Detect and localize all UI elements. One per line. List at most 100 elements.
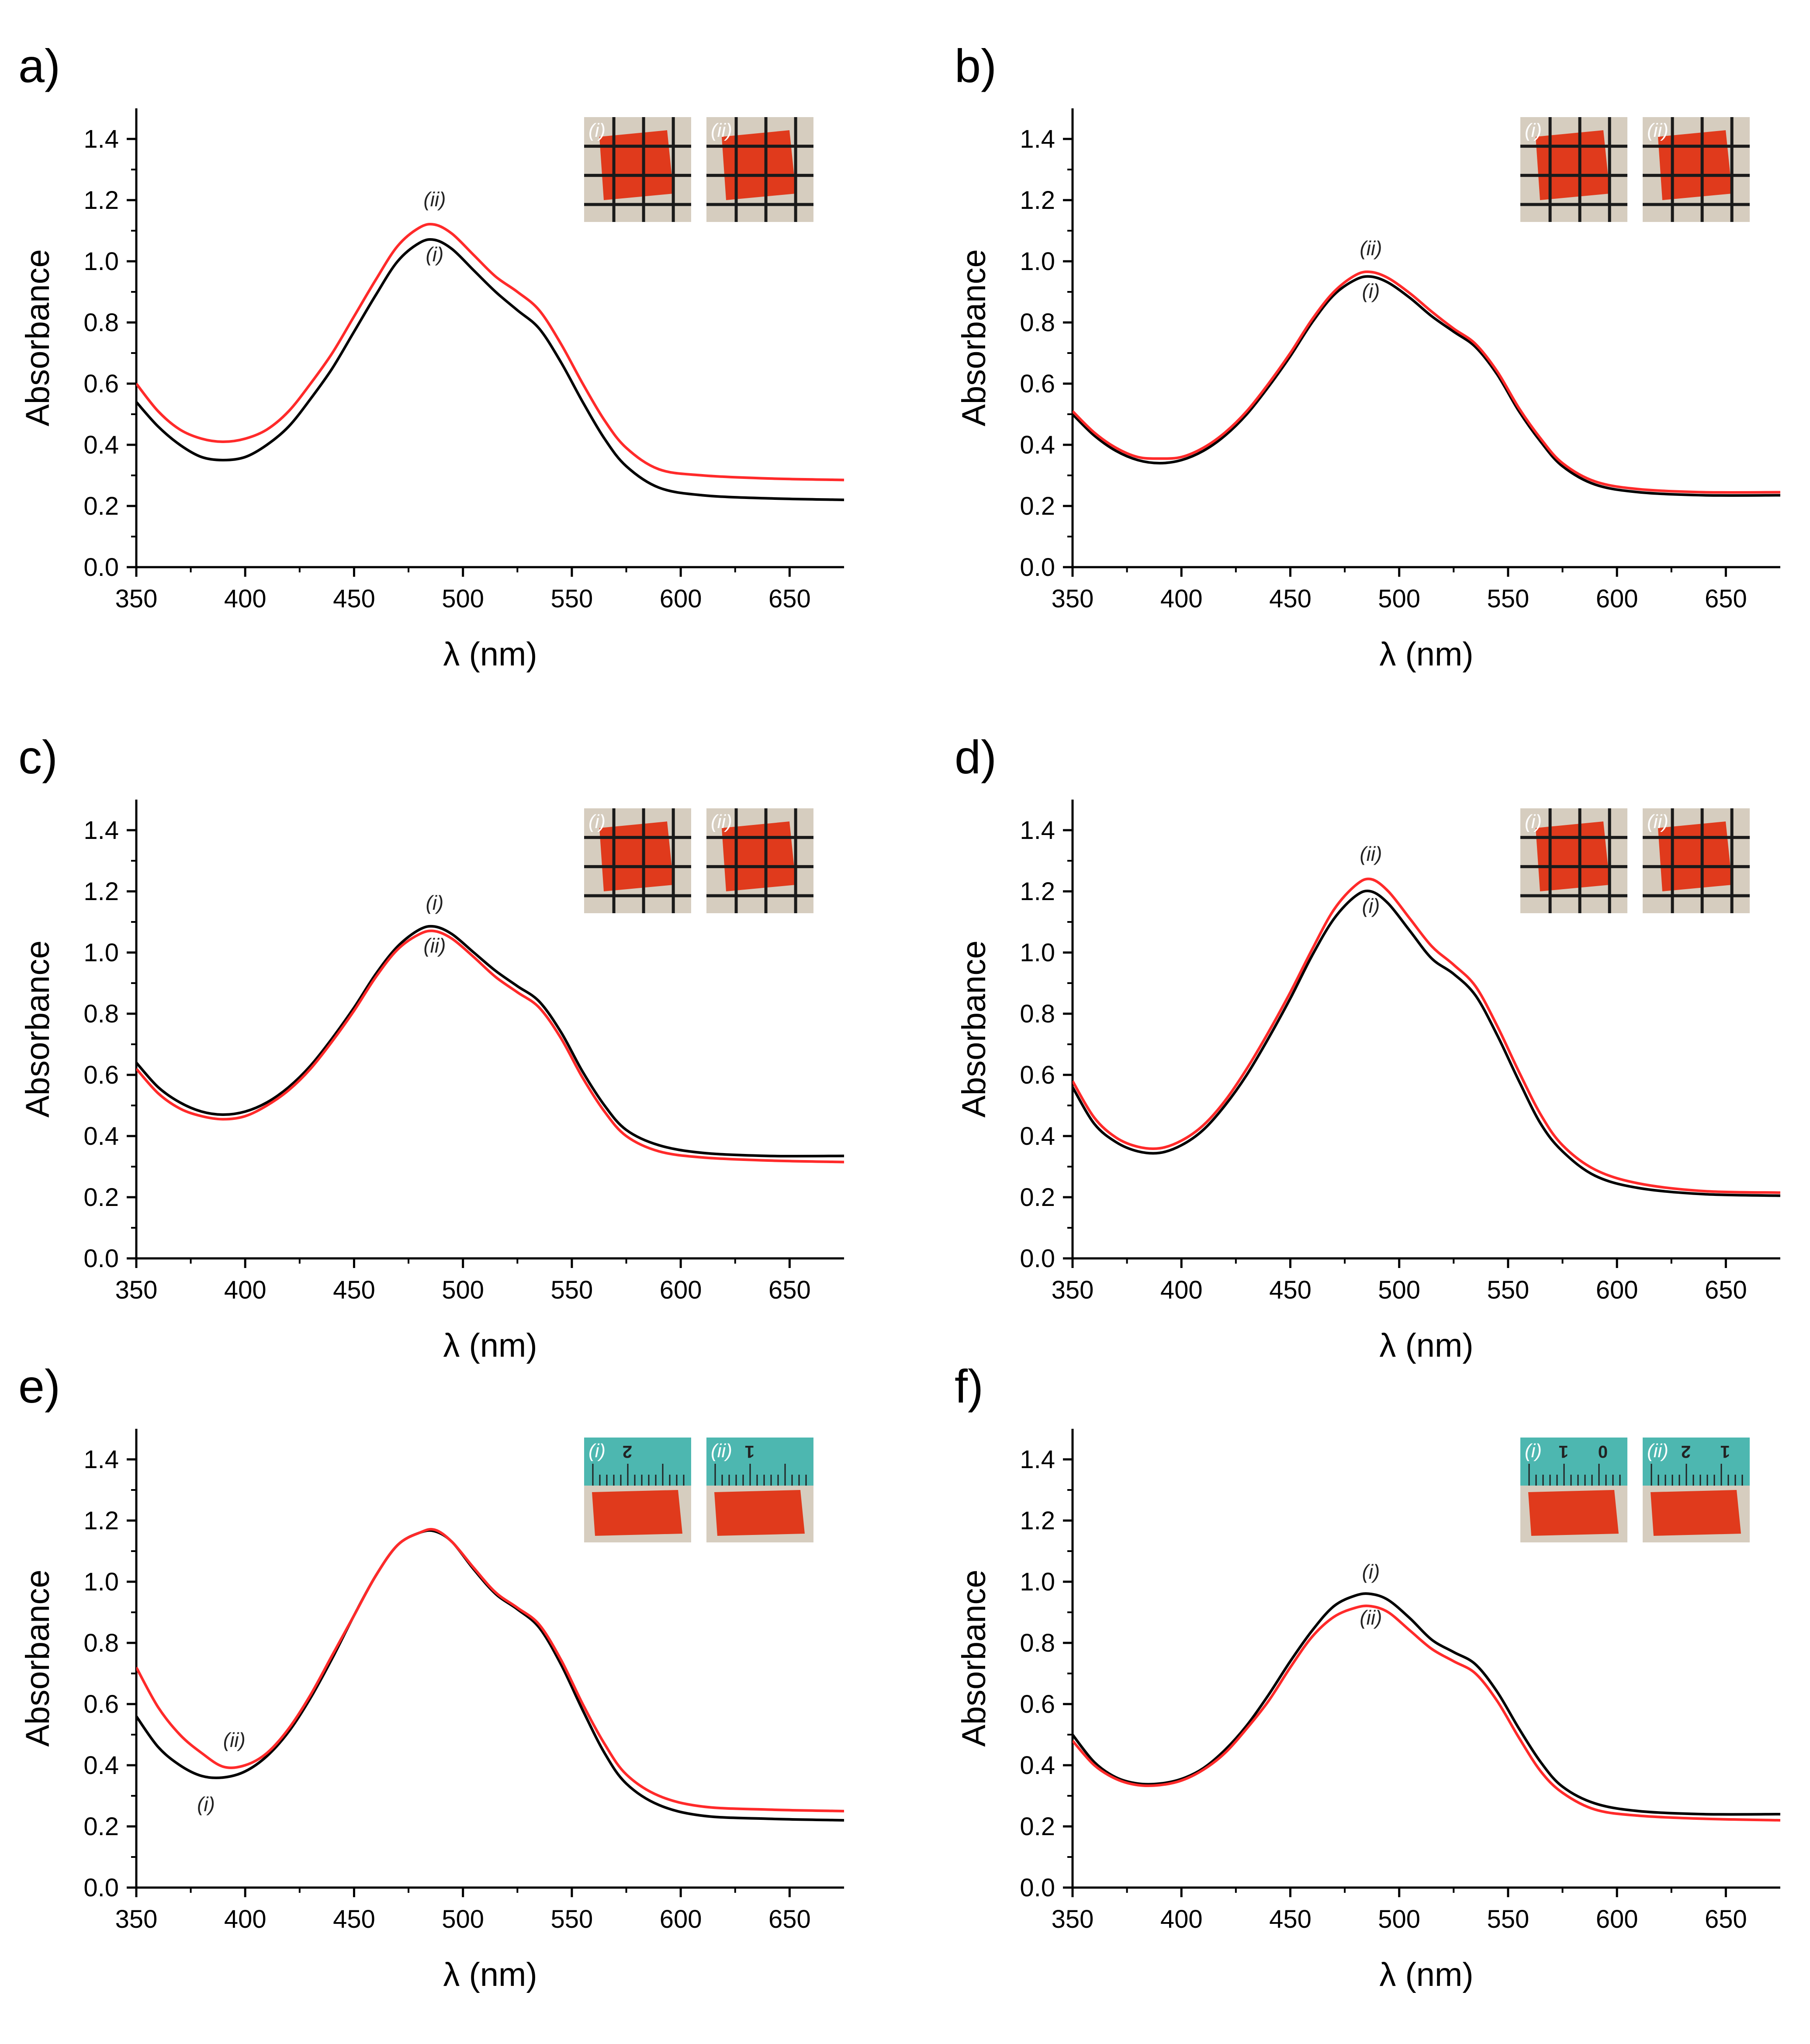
series-line-i	[1073, 889, 1780, 1197]
panel-d: d) 350 400 450 500 550 600 650 0.0 0.2 0.4 0.6 0.8 1.…	[955, 731, 1780, 1364]
y-tick-label: 0.4	[83, 431, 119, 459]
y-tick-label: 1.4	[83, 1445, 119, 1474]
series-line-ii	[1073, 270, 1780, 494]
y-tick-label: 0.8	[1020, 308, 1055, 337]
sample-photo-ii: 1 (ii)	[706, 1438, 813, 1542]
x-tick-label: 400	[1160, 1905, 1203, 1933]
x-tick-label: 400	[224, 1905, 266, 1933]
x-axis-label: λ (nm)	[1379, 1327, 1473, 1364]
curve-annotation: (ii)	[1360, 842, 1382, 865]
sample-photo-i: (i)	[584, 117, 691, 222]
y-tick-label: 1.2	[83, 1507, 119, 1535]
x-tick-label: 600	[1596, 1905, 1638, 1933]
photo-label: (i)	[1525, 120, 1542, 141]
curve-annotation: (ii)	[223, 1729, 246, 1751]
y-tick-label: 1.0	[1020, 1568, 1055, 1596]
curve-annotation: (i)	[426, 891, 443, 914]
series-line-ii	[1073, 877, 1780, 1194]
y-tick-label: 0.2	[83, 1183, 119, 1212]
y-tick-label: 0.2	[1020, 1812, 1055, 1841]
y-tick-label: 0.8	[83, 308, 119, 337]
x-tick-label: 600	[660, 1905, 702, 1933]
x-tick-label: 550	[1487, 1905, 1530, 1933]
photo-label: (i)	[588, 811, 606, 832]
y-tick-label: 1.4	[83, 816, 119, 845]
y-tick-label: 0.4	[1020, 431, 1055, 459]
x-tick-label: 450	[1269, 1276, 1312, 1304]
x-tick-label: 450	[1269, 1905, 1312, 1933]
y-tick-label: 1.2	[1020, 877, 1055, 906]
x-tick-label: 350	[115, 1276, 158, 1304]
photo-label: (i)	[1525, 811, 1542, 832]
ruler-number: 1	[1720, 1442, 1730, 1461]
series-line-i	[1073, 1592, 1780, 1816]
sample-photo-i: (i)	[1520, 117, 1627, 222]
sample-film	[1528, 1490, 1619, 1536]
ruler-number: 2	[1681, 1442, 1691, 1461]
photo-label: (ii)	[1647, 811, 1668, 832]
sample-film	[1658, 130, 1732, 200]
series-line-ii	[136, 1528, 844, 1812]
y-tick-label: 1.0	[1020, 247, 1055, 276]
y-tick-label: 1.2	[1020, 1507, 1055, 1535]
photo-label: (ii)	[711, 1440, 732, 1462]
y-tick-label: 0.6	[1020, 370, 1055, 398]
ruler-strip	[706, 1438, 813, 1486]
y-tick-label: 1.4	[83, 125, 119, 153]
ruler-strip	[1643, 1438, 1750, 1486]
series-line-i	[1073, 275, 1780, 497]
ruler-number: 1	[1559, 1442, 1568, 1461]
panel-f: f) 350 400 450 500 550 600 650 0.0 0.2 0.4 0.6 0.8 1.…	[955, 1360, 1780, 1993]
sample-photo-i: 2 (i)	[584, 1438, 691, 1542]
x-tick-label: 650	[1705, 585, 1747, 613]
x-tick-label: 650	[1705, 1905, 1747, 1933]
x-tick-label: 450	[333, 1905, 375, 1933]
panel-label: c)	[18, 731, 58, 783]
x-axis-label: λ (nm)	[443, 1956, 537, 1993]
series-line-ii	[1073, 1604, 1780, 1822]
x-tick-label: 400	[1160, 1276, 1203, 1304]
y-tick-label: 0.8	[1020, 1629, 1055, 1657]
y-tick-label: 1.0	[1020, 939, 1055, 967]
sample-photo-i: (i)	[584, 808, 691, 913]
y-axis-label: Absorbance	[19, 249, 56, 426]
y-tick-label: 0.4	[1020, 1751, 1055, 1780]
x-tick-label: 650	[768, 1905, 811, 1933]
panel-c: c) 350 400 450 500 550 600 650 0.0 0.2 0.4 0.6 0.8 1.…	[18, 731, 844, 1364]
sample-film	[599, 821, 674, 891]
y-axis-label: Absorbance	[19, 940, 56, 1118]
curve-annotation: (i)	[1362, 1560, 1380, 1583]
x-tick-label: 350	[1052, 1905, 1094, 1933]
x-tick-label: 500	[442, 1276, 484, 1304]
y-tick-label: 1.0	[83, 247, 119, 276]
sample-film	[1536, 130, 1610, 200]
x-tick-label: 600	[1596, 585, 1638, 613]
y-tick-label: 0.6	[1020, 1690, 1055, 1718]
ruler-number: 0	[1598, 1442, 1608, 1461]
ruler-strip	[584, 1438, 691, 1486]
sample-photo-ii: (ii)	[1643, 117, 1750, 222]
y-tick-label: 0.8	[1020, 1000, 1055, 1028]
photo-label: (ii)	[1647, 120, 1668, 141]
series-line-ii	[136, 929, 844, 1164]
ruler-number: 2	[623, 1442, 632, 1461]
curve-annotation: (ii)	[423, 188, 446, 211]
x-tick-label: 550	[1487, 1276, 1530, 1304]
y-axis-label: Absorbance	[955, 940, 993, 1118]
y-tick-label: 1.4	[1020, 1445, 1055, 1474]
x-tick-label: 650	[768, 1276, 811, 1304]
x-tick-label: 600	[660, 1276, 702, 1304]
y-tick-label: 1.2	[1020, 186, 1055, 215]
y-tick-label: 0.0	[83, 1244, 119, 1273]
x-tick-label: 550	[551, 1905, 593, 1933]
x-tick-label: 650	[768, 585, 811, 613]
x-tick-label: 500	[1378, 585, 1420, 613]
y-tick-label: 0.2	[83, 1812, 119, 1841]
y-tick-label: 1.2	[83, 186, 119, 215]
x-axis-label: λ (nm)	[443, 1327, 537, 1364]
sample-film	[1536, 821, 1610, 891]
ruler-strip	[1520, 1438, 1627, 1486]
panel-b: b) 350 400 450 500 550 600 650 0.0 0.2 0.4 0.6 0.8 1.…	[955, 39, 1780, 673]
series-line-i	[136, 925, 844, 1158]
